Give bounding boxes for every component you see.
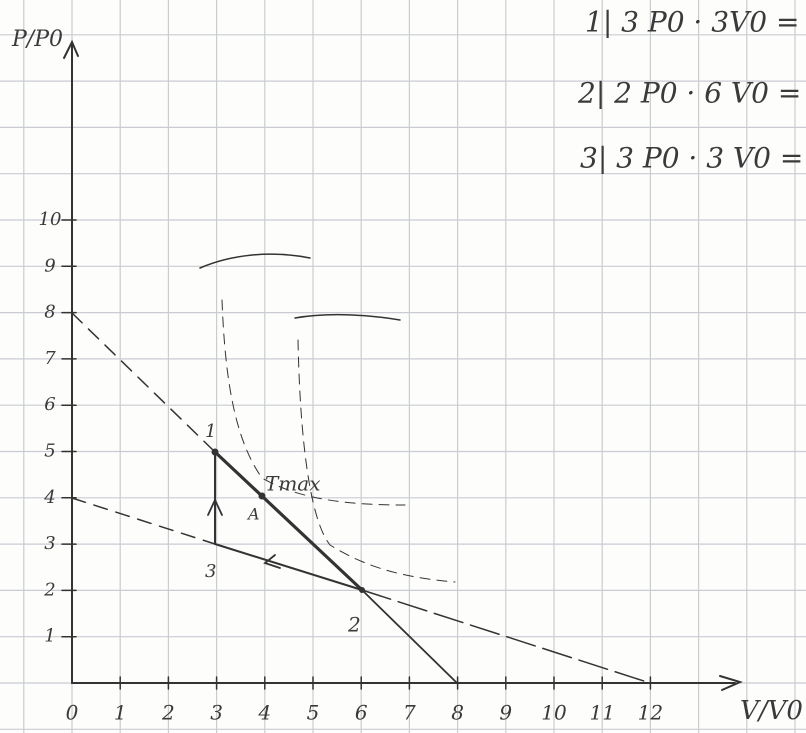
grid-paper xyxy=(0,0,806,733)
equation: 1| 3 P0 · 3V0 = xyxy=(585,6,799,39)
label: A xyxy=(246,505,260,524)
x-tick-label: 9 xyxy=(499,701,512,725)
x-tick-label: 8 xyxy=(451,701,464,725)
dashed-line xyxy=(72,498,215,544)
x-tick-label: 11 xyxy=(589,701,614,725)
y-tick-label: 7 xyxy=(44,348,56,369)
y-tick-label: 6 xyxy=(44,394,55,415)
x-tick-label: 5 xyxy=(307,701,320,725)
y-tick-label: 2 xyxy=(43,579,55,600)
page: {"axes": {"y_label": "P/P0", "x_label": … xyxy=(0,0,806,733)
x-tick-label: 2 xyxy=(161,701,175,725)
isotherm xyxy=(298,340,455,582)
x-tick-label: 4 xyxy=(257,701,271,725)
x-tick-label: 10 xyxy=(541,701,567,725)
x-axis-label: V/V0 xyxy=(740,696,803,726)
x-tick-label: 7 xyxy=(403,701,416,725)
y-axis-label: P/P0 xyxy=(11,27,63,52)
point-label: 1 xyxy=(205,421,216,442)
x-tick-label: 0 xyxy=(66,701,79,725)
y-tick-label: 5 xyxy=(44,441,55,462)
y-tick-label: 10 xyxy=(39,209,62,230)
x-tick-label: 6 xyxy=(355,701,368,725)
point-label: 2 xyxy=(347,613,361,637)
equation: 2| 2 P0 · 6 V0 = xyxy=(577,77,801,110)
x-tick-label: 12 xyxy=(638,701,663,725)
point xyxy=(359,587,365,593)
x-tick-label: 3 xyxy=(210,701,223,725)
y-tick-label: 8 xyxy=(44,302,55,323)
x-tick-label: 1 xyxy=(114,701,127,725)
dashed-line xyxy=(72,313,215,452)
point xyxy=(212,449,219,456)
point-label: 3 xyxy=(205,561,216,582)
scribble xyxy=(295,315,400,320)
y-tick-label: 3 xyxy=(44,533,55,554)
y-tick-label: 9 xyxy=(44,255,55,276)
y-tick-label: 4 xyxy=(43,487,55,508)
y-tick-label: 1 xyxy=(44,626,55,647)
notebook-sheet: P/P0 V/V0 1| 3 P0 · 3V0 = 2| 2 P0 · 6 V0… xyxy=(0,0,806,733)
label: Tmax xyxy=(265,472,321,496)
equation: 3| 3 P0 · 3 V0 = xyxy=(580,142,803,175)
